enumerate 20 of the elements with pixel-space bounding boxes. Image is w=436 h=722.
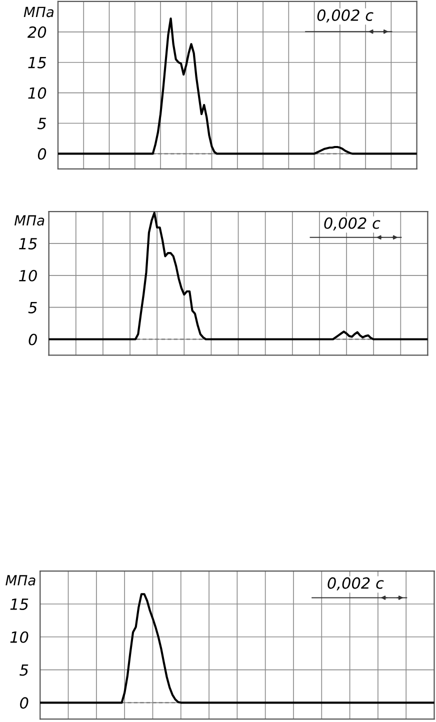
line-series xyxy=(40,593,434,704)
y-tick-label: 0 xyxy=(38,148,46,160)
y-tick-label: 0 xyxy=(28,334,37,346)
y-axis-title: МПа xyxy=(6,575,36,586)
y-tick-label: 10 xyxy=(28,87,46,99)
y-tick-label: 5 xyxy=(37,118,46,130)
y-tick-label: 0 xyxy=(20,697,28,709)
y-tick-label: 15 xyxy=(10,598,28,610)
annotation: 0,002 с xyxy=(328,577,384,590)
y-tick-label: 15 xyxy=(19,238,37,250)
y-axis-title: МПа xyxy=(14,215,44,226)
y-axis-title: МПа xyxy=(24,6,54,18)
y-tick-label: 5 xyxy=(20,664,28,676)
y-tick-label: 20 xyxy=(27,26,46,38)
annotation: 0,002 с xyxy=(324,217,380,230)
y-tick-label: 15 xyxy=(28,57,46,68)
y-tick-label: 10 xyxy=(10,631,28,643)
y-tick-label: 5 xyxy=(28,302,37,314)
y-tick-label: 10 xyxy=(19,270,37,282)
annotation: 0,002 с xyxy=(317,9,374,23)
